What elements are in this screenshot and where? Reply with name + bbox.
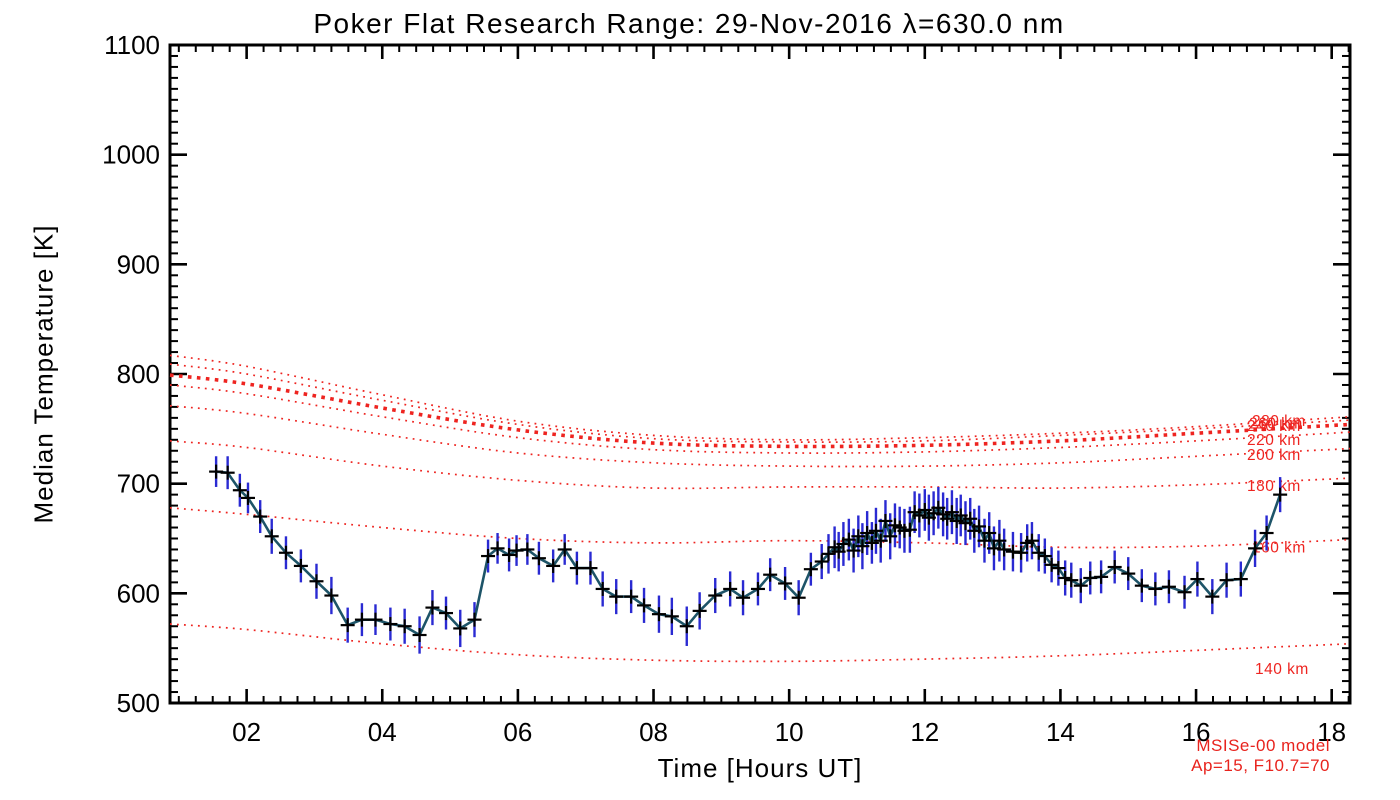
x-tick-label: 14 — [1046, 717, 1075, 747]
x-tick-label: 06 — [503, 717, 532, 747]
axis-ticks — [170, 43, 1350, 705]
msis-curve-140km — [169, 623, 1351, 663]
x-axis-title: Time [Hours UT] — [657, 753, 863, 783]
tick-labels: 02 04 06 08 10 12 14 16 18 500 600 700 800 900 1000 110… — [102, 30, 1346, 747]
plot-frame — [168, 43, 1352, 705]
x-tick-label: 08 — [639, 717, 668, 747]
y-axis-title: Median Temperature [K] — [28, 224, 59, 524]
y-tick-label: 600 — [117, 578, 160, 608]
y-tick-label: 800 — [117, 359, 160, 389]
msis-curve-280km — [169, 354, 1351, 441]
altitude-label: 240 km — [1247, 418, 1301, 435]
altitude-label: 280 km — [1252, 413, 1306, 430]
msis-curve-180km — [169, 440, 1351, 490]
x-tick-label: 16 — [1182, 717, 1211, 747]
x-tick-label: 10 — [775, 717, 804, 747]
msis-curve-200km — [169, 404, 1351, 468]
x-tick-label: 12 — [910, 717, 939, 747]
y-tick-label: 500 — [117, 688, 160, 718]
msis-model-params: Ap=15, F10.7=70 — [1191, 756, 1330, 775]
altitude-label: 260 km — [1249, 415, 1303, 432]
y-tick-label: 1100 — [104, 30, 160, 60]
x-tick-label: 02 — [232, 717, 261, 747]
data-markers — [209, 464, 1288, 643]
msis-curve-260km — [169, 363, 1351, 443]
y-tick-label: 900 — [117, 249, 160, 279]
msis-model-curves — [169, 354, 1351, 663]
y-tick-label: 700 — [117, 469, 160, 499]
msis-model-annotation: MSISe-00 model Ap=15, F10.7=70 — [1191, 736, 1330, 776]
altitude-label: 200 km — [1247, 447, 1301, 464]
y-tick-label: 1000 — [102, 140, 160, 170]
plot-border — [168, 43, 1352, 705]
page-title: Poker Flat Research Range: 29-Nov-2016 λ… — [313, 8, 1065, 39]
altitude-label: 220 km — [1247, 432, 1301, 449]
x-tick-label: 18 — [1317, 717, 1346, 747]
msis-curve-240km — [169, 373, 1351, 449]
msis-curve-220km — [169, 384, 1351, 454]
msis-curve-160km — [169, 506, 1351, 549]
x-tick-label: 04 — [368, 717, 397, 747]
altitude-label: 180 km — [1247, 478, 1301, 495]
altitude-label: 140 km — [1255, 661, 1309, 678]
msis-model-name: MSISe-00 model — [1196, 736, 1330, 755]
altitude-label: 160 km — [1252, 539, 1306, 556]
